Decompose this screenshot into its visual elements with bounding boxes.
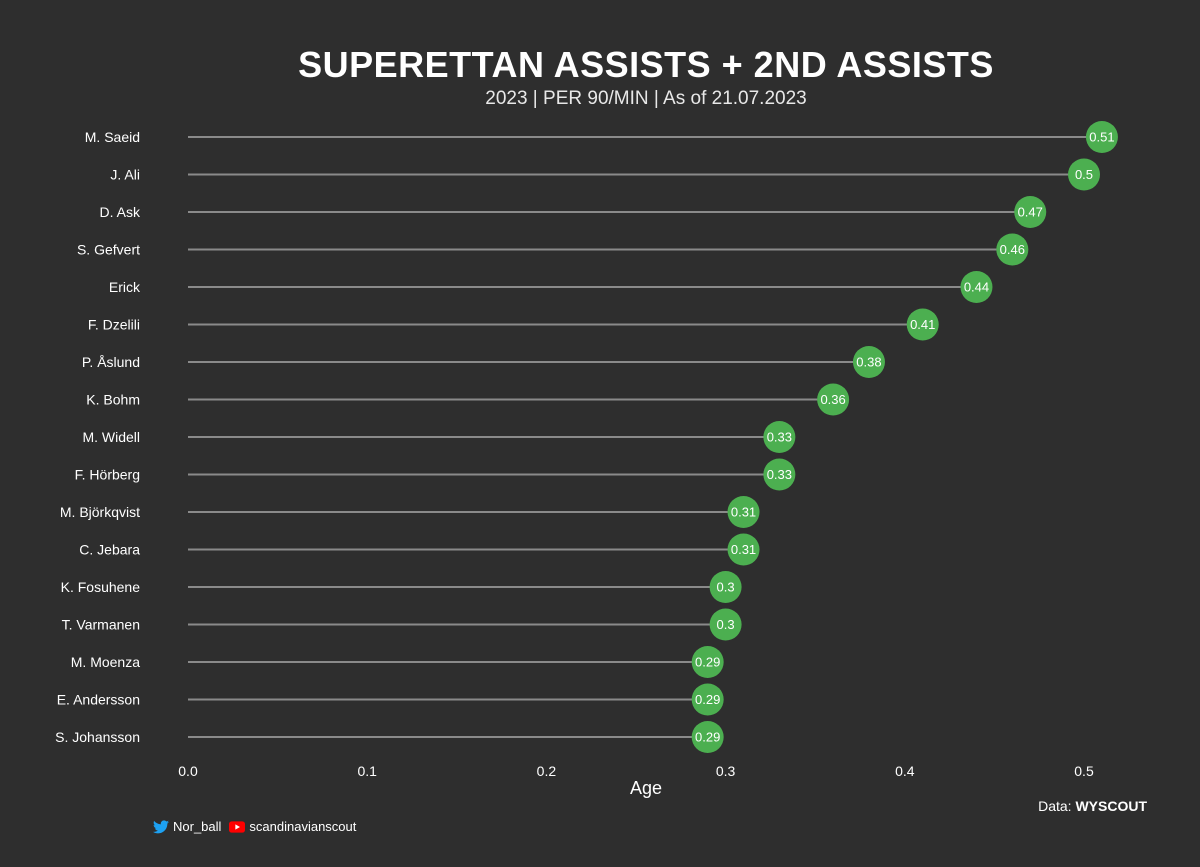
category-label: C. Jebara: [79, 542, 140, 558]
youtube-handle: scandinavianscout: [249, 819, 357, 834]
data-label: 0.41: [910, 317, 935, 332]
x-tick-label: 0.0: [178, 763, 198, 779]
lollipop-marker: [763, 458, 796, 491]
data-label: 0.29: [695, 692, 720, 707]
data-label: 0.51: [1089, 130, 1114, 145]
data-label: 0.47: [1018, 205, 1043, 220]
data-label: 0.46: [1000, 242, 1025, 257]
lollipop-marker: [960, 271, 993, 303]
category-label: M. Saeid: [85, 129, 140, 145]
category-label: M. Widell: [82, 429, 140, 445]
lollipop-marker: [709, 571, 742, 603]
category-label: M. Moenza: [71, 654, 140, 670]
data-label: 0.38: [856, 355, 881, 370]
lollipop-marker: [852, 346, 885, 378]
category-label: K. Bohm: [86, 392, 140, 408]
data-label: 0.36: [820, 392, 845, 407]
data-credit-prefix: Data:: [1038, 798, 1072, 814]
x-tick-label: 0.5: [1074, 763, 1094, 779]
category-label: K. Fosuhene: [61, 579, 141, 595]
data-label: 0.29: [695, 730, 720, 745]
lollipop-marker: [691, 683, 724, 716]
category-label: J. Ali: [110, 167, 140, 183]
data-label: 0.3: [717, 580, 735, 595]
category-label: S. Gefvert: [77, 242, 140, 258]
social-handles: Nor_ball scandinavianscout: [153, 819, 356, 834]
category-label: Erick: [109, 279, 141, 295]
category-label: D. Ask: [100, 204, 141, 220]
category-label: E. Andersson: [57, 692, 140, 708]
twitter-handle: Nor_ball: [173, 819, 222, 834]
data-credit: Data: WYSCOUT: [1038, 798, 1147, 814]
x-axis-label: Age: [630, 778, 662, 798]
category-label: P. Åslund: [82, 354, 140, 370]
category-label: S. Johansson: [55, 729, 140, 745]
lollipop-marker: [1014, 196, 1047, 228]
lollipop-marker: [691, 646, 724, 678]
category-label: T. Varmanen: [62, 617, 140, 633]
data-label: 0.29: [695, 655, 720, 670]
category-label: F. Dzelili: [88, 317, 140, 333]
category-label: F. Hörberg: [75, 467, 140, 483]
data-label: 0.31: [731, 542, 756, 557]
chart-title: SUPERETTAN ASSISTS + 2ND ASSISTS: [298, 44, 994, 85]
category-label: M. Björkqvist: [60, 504, 140, 520]
x-tick-label: 0.1: [357, 763, 377, 779]
chart-subtitle: 2023 | PER 90/MIN | As of 21.07.2023: [485, 88, 807, 109]
lollipop-marker: [1068, 158, 1100, 191]
lollipop-marker: [691, 721, 724, 753]
lollipop-marker: [727, 533, 760, 566]
x-tick-label: 0.2: [537, 763, 557, 779]
youtube-icon: [229, 820, 246, 833]
lollipop-marker: [1085, 121, 1118, 153]
data-label: 0.5: [1075, 167, 1093, 182]
lollipop-marker: [763, 421, 796, 453]
twitter-icon: [153, 819, 169, 834]
x-tick-label: 0.4: [895, 763, 915, 779]
lollipop-marker: [906, 308, 939, 341]
data-label: 0.33: [767, 430, 792, 445]
lollipop-marker: [727, 496, 760, 528]
data-label: 0.31: [731, 505, 756, 520]
lollipop-marker: [817, 383, 850, 416]
data-label: 0.44: [964, 280, 989, 295]
data-label: 0.3: [717, 617, 735, 632]
lollipop-marker: [709, 608, 742, 641]
x-tick-label: 0.3: [716, 763, 736, 779]
data-credit-source: WYSCOUT: [1075, 798, 1147, 814]
lollipop-marker: [996, 233, 1029, 266]
data-label: 0.33: [767, 467, 792, 482]
